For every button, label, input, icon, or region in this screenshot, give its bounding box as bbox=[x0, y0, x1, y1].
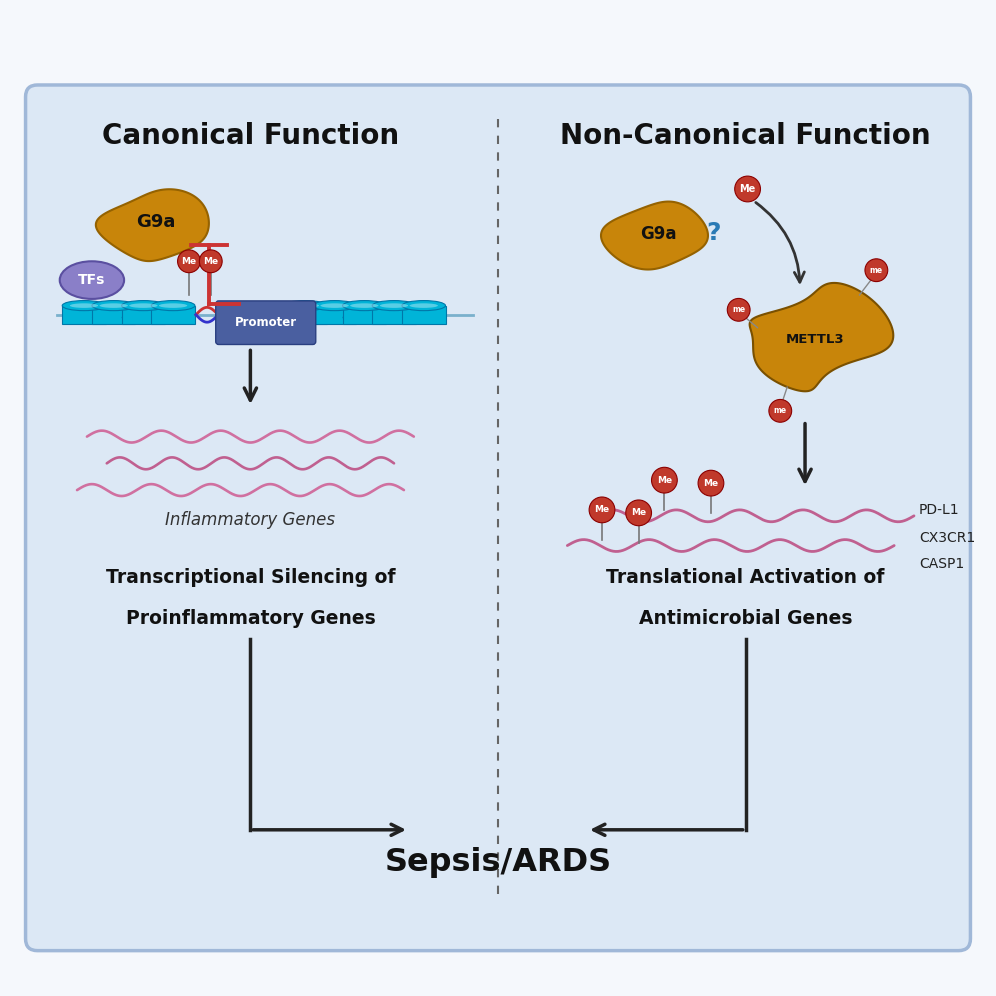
Text: Me: Me bbox=[595, 505, 610, 514]
Polygon shape bbox=[151, 306, 195, 324]
Text: Me: Me bbox=[703, 479, 718, 488]
FancyBboxPatch shape bbox=[26, 85, 970, 950]
Ellipse shape bbox=[60, 261, 124, 299]
Polygon shape bbox=[601, 201, 708, 270]
Ellipse shape bbox=[92, 301, 135, 311]
Text: ?: ? bbox=[707, 220, 721, 245]
Ellipse shape bbox=[62, 301, 106, 311]
Text: G9a: G9a bbox=[136, 213, 176, 231]
Ellipse shape bbox=[291, 304, 319, 308]
Text: Proinflammatory Genes: Proinflammatory Genes bbox=[125, 610, 375, 628]
Text: Me: Me bbox=[739, 184, 756, 194]
Ellipse shape bbox=[92, 313, 135, 323]
Text: CX3CR1: CX3CR1 bbox=[919, 531, 975, 545]
Ellipse shape bbox=[351, 304, 378, 308]
Ellipse shape bbox=[283, 301, 327, 311]
Ellipse shape bbox=[159, 304, 187, 308]
Ellipse shape bbox=[373, 313, 415, 323]
Text: me: me bbox=[732, 306, 745, 315]
Polygon shape bbox=[373, 306, 415, 324]
Circle shape bbox=[651, 467, 677, 493]
Ellipse shape bbox=[151, 313, 195, 323]
Ellipse shape bbox=[321, 304, 349, 308]
Text: me: me bbox=[774, 406, 787, 415]
Polygon shape bbox=[62, 306, 106, 324]
Polygon shape bbox=[402, 306, 445, 324]
Circle shape bbox=[698, 470, 724, 496]
Polygon shape bbox=[96, 189, 209, 261]
Text: Me: Me bbox=[631, 508, 646, 517]
Text: Me: Me bbox=[203, 257, 218, 266]
Circle shape bbox=[199, 250, 222, 273]
Ellipse shape bbox=[402, 301, 445, 311]
Polygon shape bbox=[122, 306, 165, 324]
Ellipse shape bbox=[70, 304, 99, 308]
Polygon shape bbox=[283, 306, 327, 324]
Ellipse shape bbox=[122, 301, 165, 311]
Text: Inflammatory Genes: Inflammatory Genes bbox=[165, 511, 336, 529]
Ellipse shape bbox=[151, 301, 195, 311]
Polygon shape bbox=[92, 306, 135, 324]
Text: METTL3: METTL3 bbox=[786, 333, 845, 346]
Ellipse shape bbox=[313, 301, 357, 311]
FancyBboxPatch shape bbox=[216, 301, 316, 345]
Ellipse shape bbox=[313, 313, 357, 323]
Ellipse shape bbox=[62, 313, 106, 323]
Ellipse shape bbox=[100, 304, 127, 308]
Circle shape bbox=[727, 299, 750, 321]
Ellipse shape bbox=[373, 301, 415, 311]
Circle shape bbox=[177, 250, 200, 273]
Text: me: me bbox=[870, 266, 882, 275]
Text: Antimicrobial Genes: Antimicrobial Genes bbox=[638, 610, 853, 628]
Text: Promoter: Promoter bbox=[235, 316, 297, 330]
Text: PD-L1: PD-L1 bbox=[919, 503, 959, 517]
Text: Translational Activation of: Translational Activation of bbox=[607, 568, 884, 587]
Ellipse shape bbox=[122, 313, 165, 323]
Text: Non-Canonical Function: Non-Canonical Function bbox=[561, 123, 931, 150]
Text: Transcriptional Silencing of: Transcriptional Silencing of bbox=[106, 568, 395, 587]
Ellipse shape bbox=[402, 313, 445, 323]
Polygon shape bbox=[313, 306, 357, 324]
Circle shape bbox=[735, 176, 761, 202]
Text: Me: Me bbox=[656, 476, 672, 485]
Ellipse shape bbox=[343, 301, 386, 311]
Circle shape bbox=[589, 497, 615, 523]
Ellipse shape bbox=[129, 304, 157, 308]
Ellipse shape bbox=[379, 304, 408, 308]
Polygon shape bbox=[343, 306, 386, 324]
Ellipse shape bbox=[409, 304, 438, 308]
Circle shape bbox=[865, 259, 887, 282]
Polygon shape bbox=[750, 283, 893, 391]
Ellipse shape bbox=[283, 313, 327, 323]
Text: G9a: G9a bbox=[640, 224, 676, 243]
Circle shape bbox=[625, 500, 651, 526]
Circle shape bbox=[769, 399, 792, 422]
Text: Sepsis/ARDS: Sepsis/ARDS bbox=[384, 847, 612, 878]
Text: Me: Me bbox=[181, 257, 196, 266]
Text: CASP1: CASP1 bbox=[919, 558, 964, 572]
Text: TFs: TFs bbox=[79, 273, 106, 287]
Text: Canonical Function: Canonical Function bbox=[102, 123, 399, 150]
Ellipse shape bbox=[343, 313, 386, 323]
